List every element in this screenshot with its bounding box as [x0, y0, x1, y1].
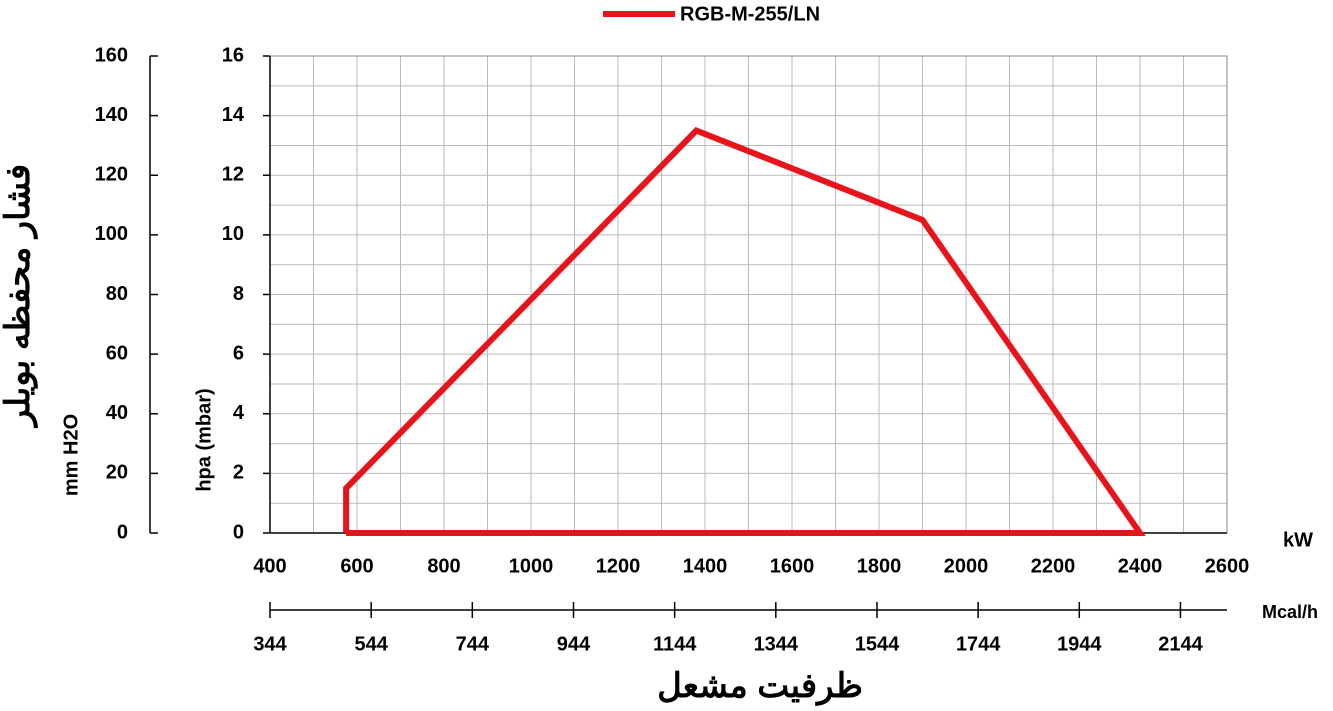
y2-tick-label: 60	[106, 342, 128, 364]
y2-tick-label: 80	[106, 283, 128, 305]
x2-tick-label: 1144	[653, 633, 697, 655]
y2-tick-label: 160	[95, 44, 128, 66]
y-axis-title: hpa (mbar)	[193, 388, 215, 491]
x2-tick-label: 1944	[1057, 633, 1102, 655]
y-tick-label: 8	[233, 283, 244, 305]
y-tick-label: 4	[233, 402, 245, 424]
y2-tick-label: 120	[95, 164, 128, 186]
y2-tick-label: 140	[95, 104, 128, 126]
y-tick-label: 14	[222, 104, 245, 126]
y-tick-label: 12	[222, 164, 244, 186]
x-axis-title: ظرفیت مشعل	[657, 667, 863, 706]
x2-tick-label: 1744	[956, 633, 1001, 655]
legend-label: RGB-M-255/LN	[680, 3, 820, 25]
x-axis-unit: kW	[1283, 529, 1313, 551]
x-tick-label: 2200	[1031, 555, 1076, 577]
x-tick-label: 2000	[944, 555, 989, 577]
y-tick-label: 6	[233, 342, 244, 364]
y2-axis-title: mm H2O	[60, 414, 82, 496]
y2-tick-label: 20	[106, 462, 128, 484]
y-tick-label: 0	[233, 521, 244, 543]
x-tick-label: 2400	[1118, 555, 1163, 577]
x2-tick-label: 1544	[855, 633, 900, 655]
x-tick-label: 1600	[770, 555, 815, 577]
x-tick-label: 2600	[1205, 555, 1250, 577]
x2-tick-label: 344	[253, 633, 287, 655]
x-tick-label: 400	[253, 555, 286, 577]
y-tick-label: 2	[233, 462, 244, 484]
y2-axis-persian-title: فشار محفظه بویلر	[0, 164, 38, 428]
y2-tick-label: 40	[106, 402, 128, 424]
x2-axis-unit: Mcal/h	[1262, 602, 1318, 622]
x2-tick-label: 1344	[754, 633, 799, 655]
y-tick-label: 16	[222, 44, 244, 66]
series-line	[343, 127, 1146, 536]
x-tick-label: 1400	[683, 555, 728, 577]
x2-tick-label: 944	[557, 633, 591, 655]
x2-tick-label: 2144	[1158, 633, 1203, 655]
x2-tick-label: 544	[354, 633, 388, 655]
x-tick-label: 600	[340, 555, 373, 577]
y-tick-label: 10	[222, 223, 244, 245]
x-tick-label: 800	[427, 555, 460, 577]
x2-tick-label: 744	[456, 633, 490, 655]
x-tick-label: 1800	[857, 555, 902, 577]
x-tick-label: 1200	[596, 555, 641, 577]
y2-tick-label: 0	[117, 521, 128, 543]
x-tick-label: 1000	[509, 555, 554, 577]
y2-tick-label: 100	[95, 223, 128, 245]
